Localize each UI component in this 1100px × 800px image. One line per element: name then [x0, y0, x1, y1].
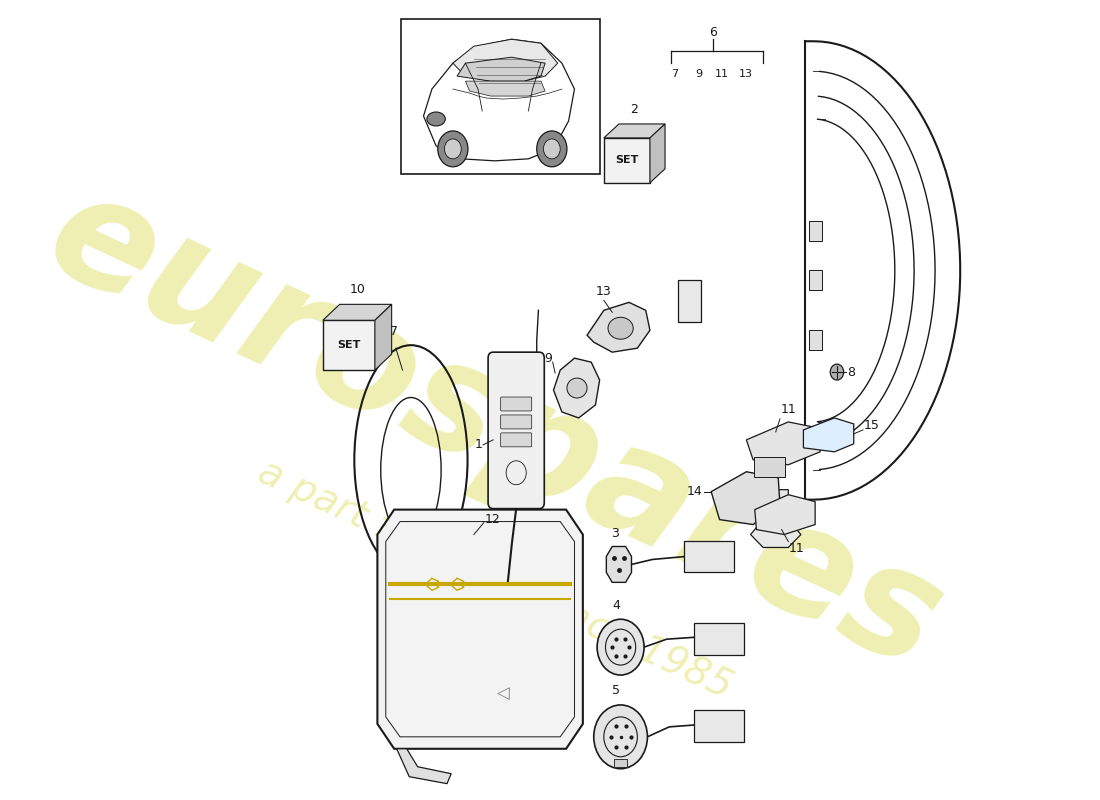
- FancyBboxPatch shape: [694, 710, 744, 742]
- Text: a part for parts since 1985: a part for parts since 1985: [252, 453, 738, 706]
- Circle shape: [543, 139, 560, 159]
- FancyBboxPatch shape: [500, 415, 531, 429]
- Text: 13: 13: [738, 69, 752, 79]
- Polygon shape: [750, 490, 801, 547]
- Circle shape: [597, 619, 645, 675]
- Polygon shape: [606, 546, 631, 582]
- Text: 15: 15: [864, 419, 880, 433]
- FancyBboxPatch shape: [400, 19, 601, 174]
- Text: 11: 11: [715, 69, 729, 79]
- Circle shape: [594, 705, 648, 769]
- FancyBboxPatch shape: [754, 457, 785, 477]
- Circle shape: [830, 364, 844, 380]
- Circle shape: [444, 139, 461, 159]
- Text: 7: 7: [390, 326, 398, 338]
- Text: 11: 11: [789, 542, 804, 554]
- Text: 10: 10: [350, 283, 365, 296]
- Polygon shape: [424, 39, 574, 161]
- Text: 7: 7: [671, 69, 679, 79]
- Text: eurospares: eurospares: [25, 158, 964, 702]
- Text: SET: SET: [338, 340, 361, 350]
- Polygon shape: [803, 418, 854, 452]
- FancyBboxPatch shape: [604, 138, 650, 182]
- Ellipse shape: [427, 112, 446, 126]
- Polygon shape: [650, 124, 666, 182]
- Polygon shape: [323, 304, 392, 320]
- Text: SET: SET: [615, 155, 639, 166]
- Text: 5: 5: [613, 684, 620, 697]
- FancyBboxPatch shape: [694, 623, 744, 655]
- Text: 4: 4: [613, 599, 620, 612]
- Ellipse shape: [566, 378, 587, 398]
- Text: 11: 11: [780, 403, 796, 416]
- Text: 12: 12: [485, 513, 501, 526]
- FancyBboxPatch shape: [810, 270, 822, 290]
- Polygon shape: [377, 510, 583, 749]
- Text: 1: 1: [474, 438, 482, 451]
- Text: 13: 13: [596, 286, 612, 298]
- FancyBboxPatch shape: [323, 320, 375, 370]
- Polygon shape: [397, 749, 451, 784]
- Ellipse shape: [608, 318, 634, 339]
- Circle shape: [537, 131, 566, 167]
- Polygon shape: [587, 302, 650, 352]
- FancyBboxPatch shape: [810, 330, 822, 350]
- Text: 2: 2: [630, 103, 638, 116]
- FancyBboxPatch shape: [500, 433, 531, 447]
- FancyBboxPatch shape: [500, 397, 531, 411]
- Text: ◁: ◁: [497, 685, 510, 703]
- FancyBboxPatch shape: [614, 758, 627, 766]
- Polygon shape: [712, 472, 780, 525]
- Circle shape: [438, 131, 468, 167]
- FancyBboxPatch shape: [678, 281, 701, 322]
- Polygon shape: [604, 124, 666, 138]
- Text: 8: 8: [847, 366, 855, 378]
- Polygon shape: [375, 304, 392, 370]
- FancyBboxPatch shape: [684, 541, 734, 572]
- Polygon shape: [465, 81, 546, 96]
- FancyBboxPatch shape: [488, 352, 544, 509]
- FancyBboxPatch shape: [810, 221, 822, 241]
- Polygon shape: [747, 422, 821, 465]
- Text: 9: 9: [544, 352, 552, 365]
- Polygon shape: [755, 494, 815, 534]
- Polygon shape: [453, 39, 558, 81]
- Polygon shape: [553, 358, 600, 418]
- Text: 6: 6: [708, 26, 717, 39]
- Text: 9: 9: [695, 69, 702, 79]
- Polygon shape: [458, 57, 546, 81]
- Text: 3: 3: [610, 526, 618, 539]
- Text: 14: 14: [688, 485, 703, 498]
